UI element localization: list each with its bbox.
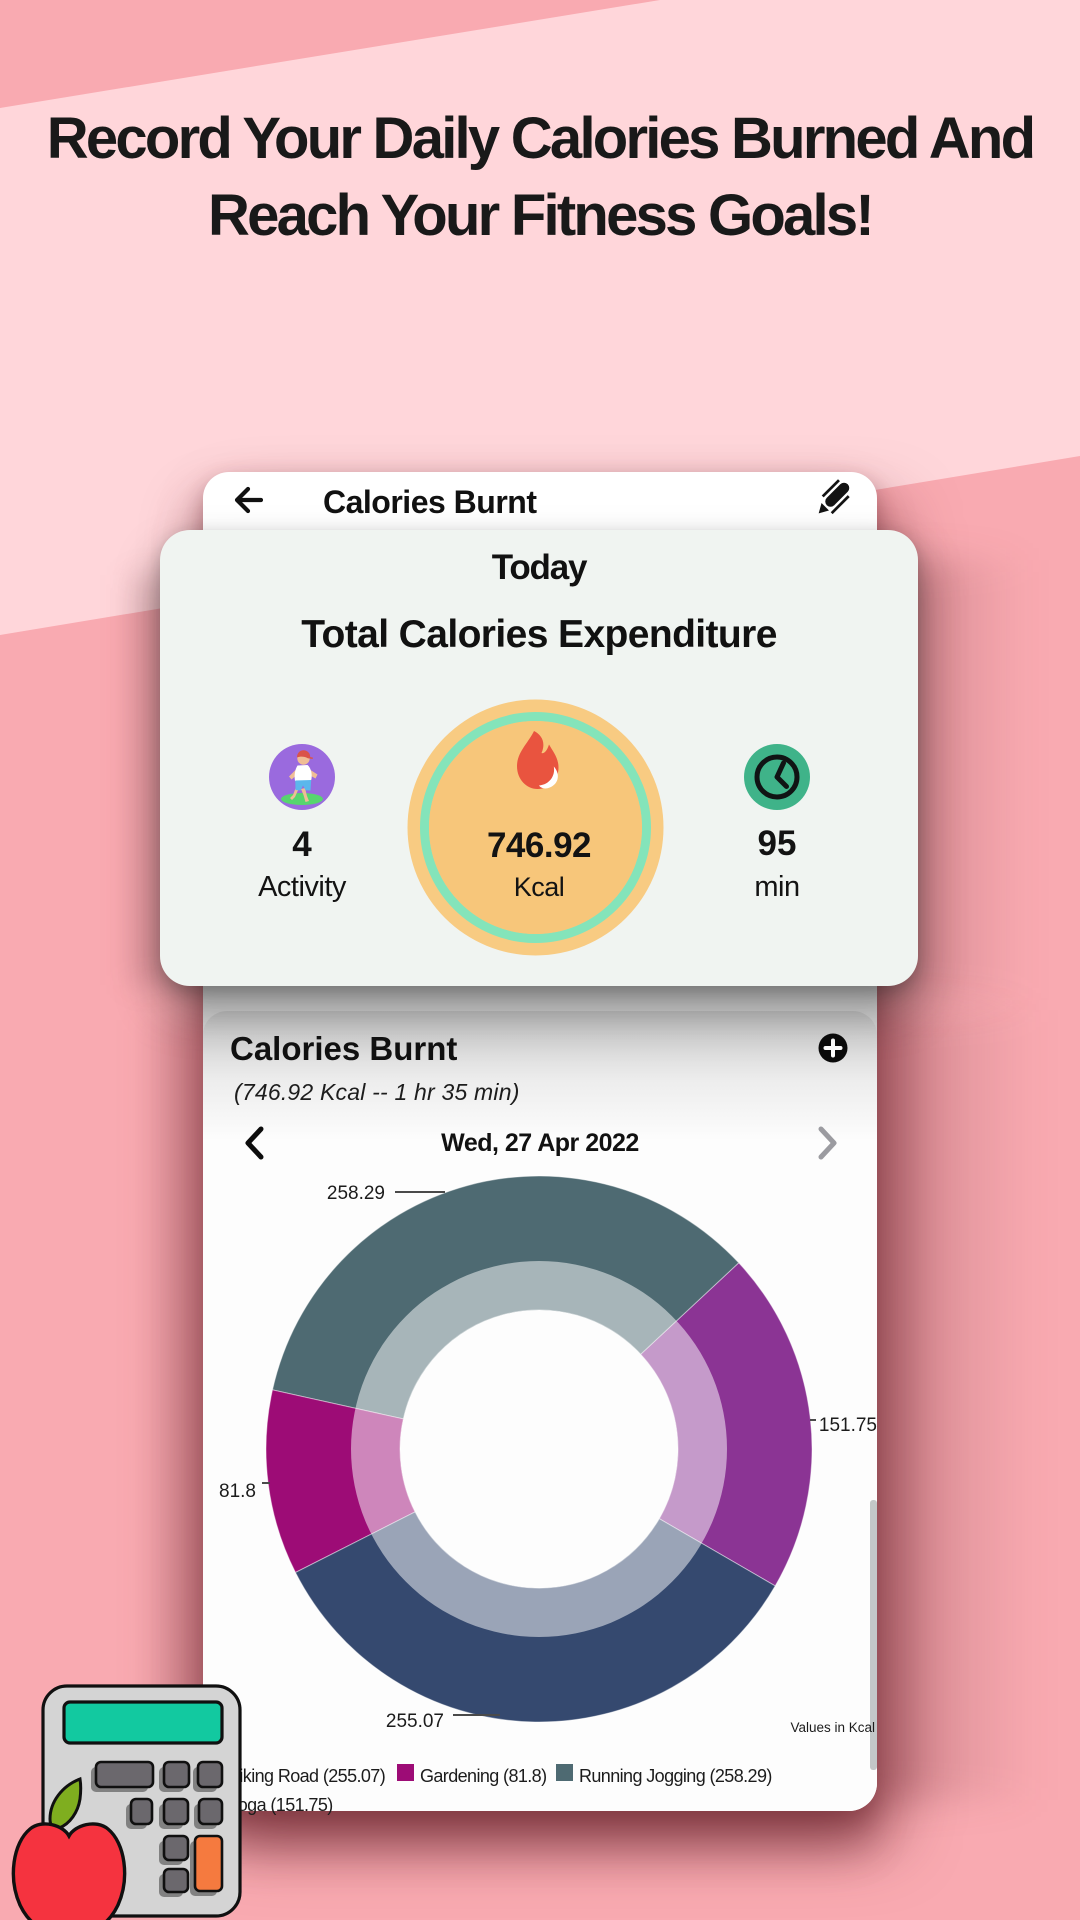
svg-text:258.29: 258.29 bbox=[327, 1183, 385, 1204]
svg-text:255.07: 255.07 bbox=[386, 1711, 444, 1732]
svg-text:Values in Kcal: Values in Kcal bbox=[790, 1720, 875, 1735]
svg-text:151.75: 151.75 bbox=[819, 1415, 877, 1436]
svg-text:81.8: 81.8 bbox=[219, 1481, 256, 1502]
